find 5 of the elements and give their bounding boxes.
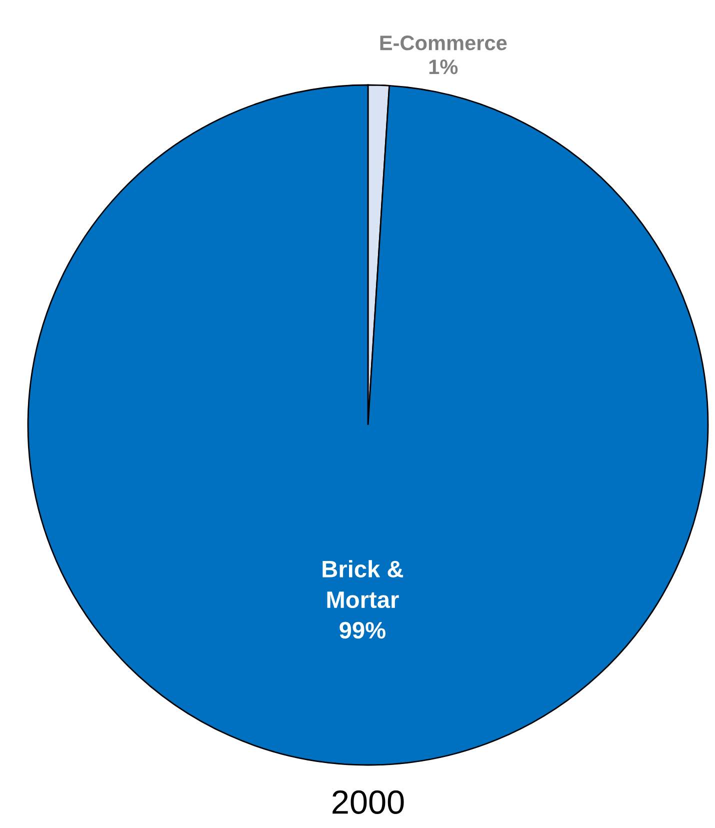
- slice-label: Brick & Mortar: [322, 560, 404, 608]
- data-label: 1%: [429, 60, 458, 74]
- slice-label: E-Commerce: [380, 36, 507, 50]
- data-label: 99%: [340, 622, 386, 639]
- text: 2000: [332, 790, 404, 814]
